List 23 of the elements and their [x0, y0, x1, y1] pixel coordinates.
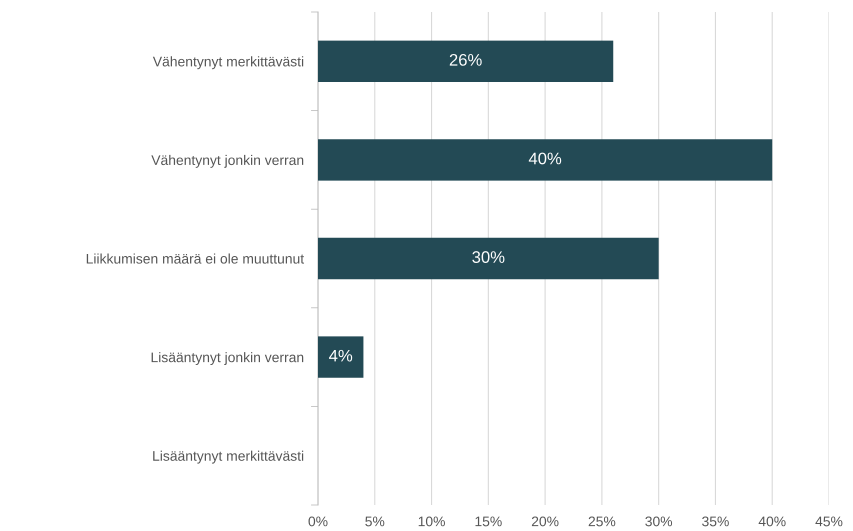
x-tick-label: 20%	[532, 516, 559, 526]
bar	[318, 336, 364, 378]
x-tick-label: 5%	[365, 516, 384, 526]
bar	[318, 238, 659, 280]
data-label: 40%	[528, 152, 562, 164]
x-tick-label: 0%	[308, 516, 328, 526]
x-tick-label: 35%	[702, 516, 729, 526]
bar	[318, 40, 614, 82]
y-tick-label: Vähentynyt jonkin verran	[151, 154, 304, 168]
x-tick-label: 25%	[588, 516, 616, 526]
x-tick-label: 40%	[758, 516, 786, 526]
data-label: 30%	[472, 251, 504, 263]
y-tick-label: Vähentynyt merkittävästi	[152, 56, 304, 70]
y-tick-label: Liikkumisen määrä ei ole muuttunut	[86, 253, 304, 264]
x-tick-label: 10%	[418, 516, 445, 526]
y-tick-label: Lisääntynyt jonkin verran	[152, 352, 304, 366]
x-tick-label: 30%	[645, 516, 672, 526]
y-tick-label: Lisääntynyt merkittävästi	[153, 450, 304, 464]
bar	[318, 139, 772, 181]
data-label: 4%	[329, 350, 352, 362]
x-tick-label: 15%	[475, 516, 502, 526]
x-tick-label: 45%	[815, 516, 842, 526]
data-label: 26%	[450, 54, 482, 66]
